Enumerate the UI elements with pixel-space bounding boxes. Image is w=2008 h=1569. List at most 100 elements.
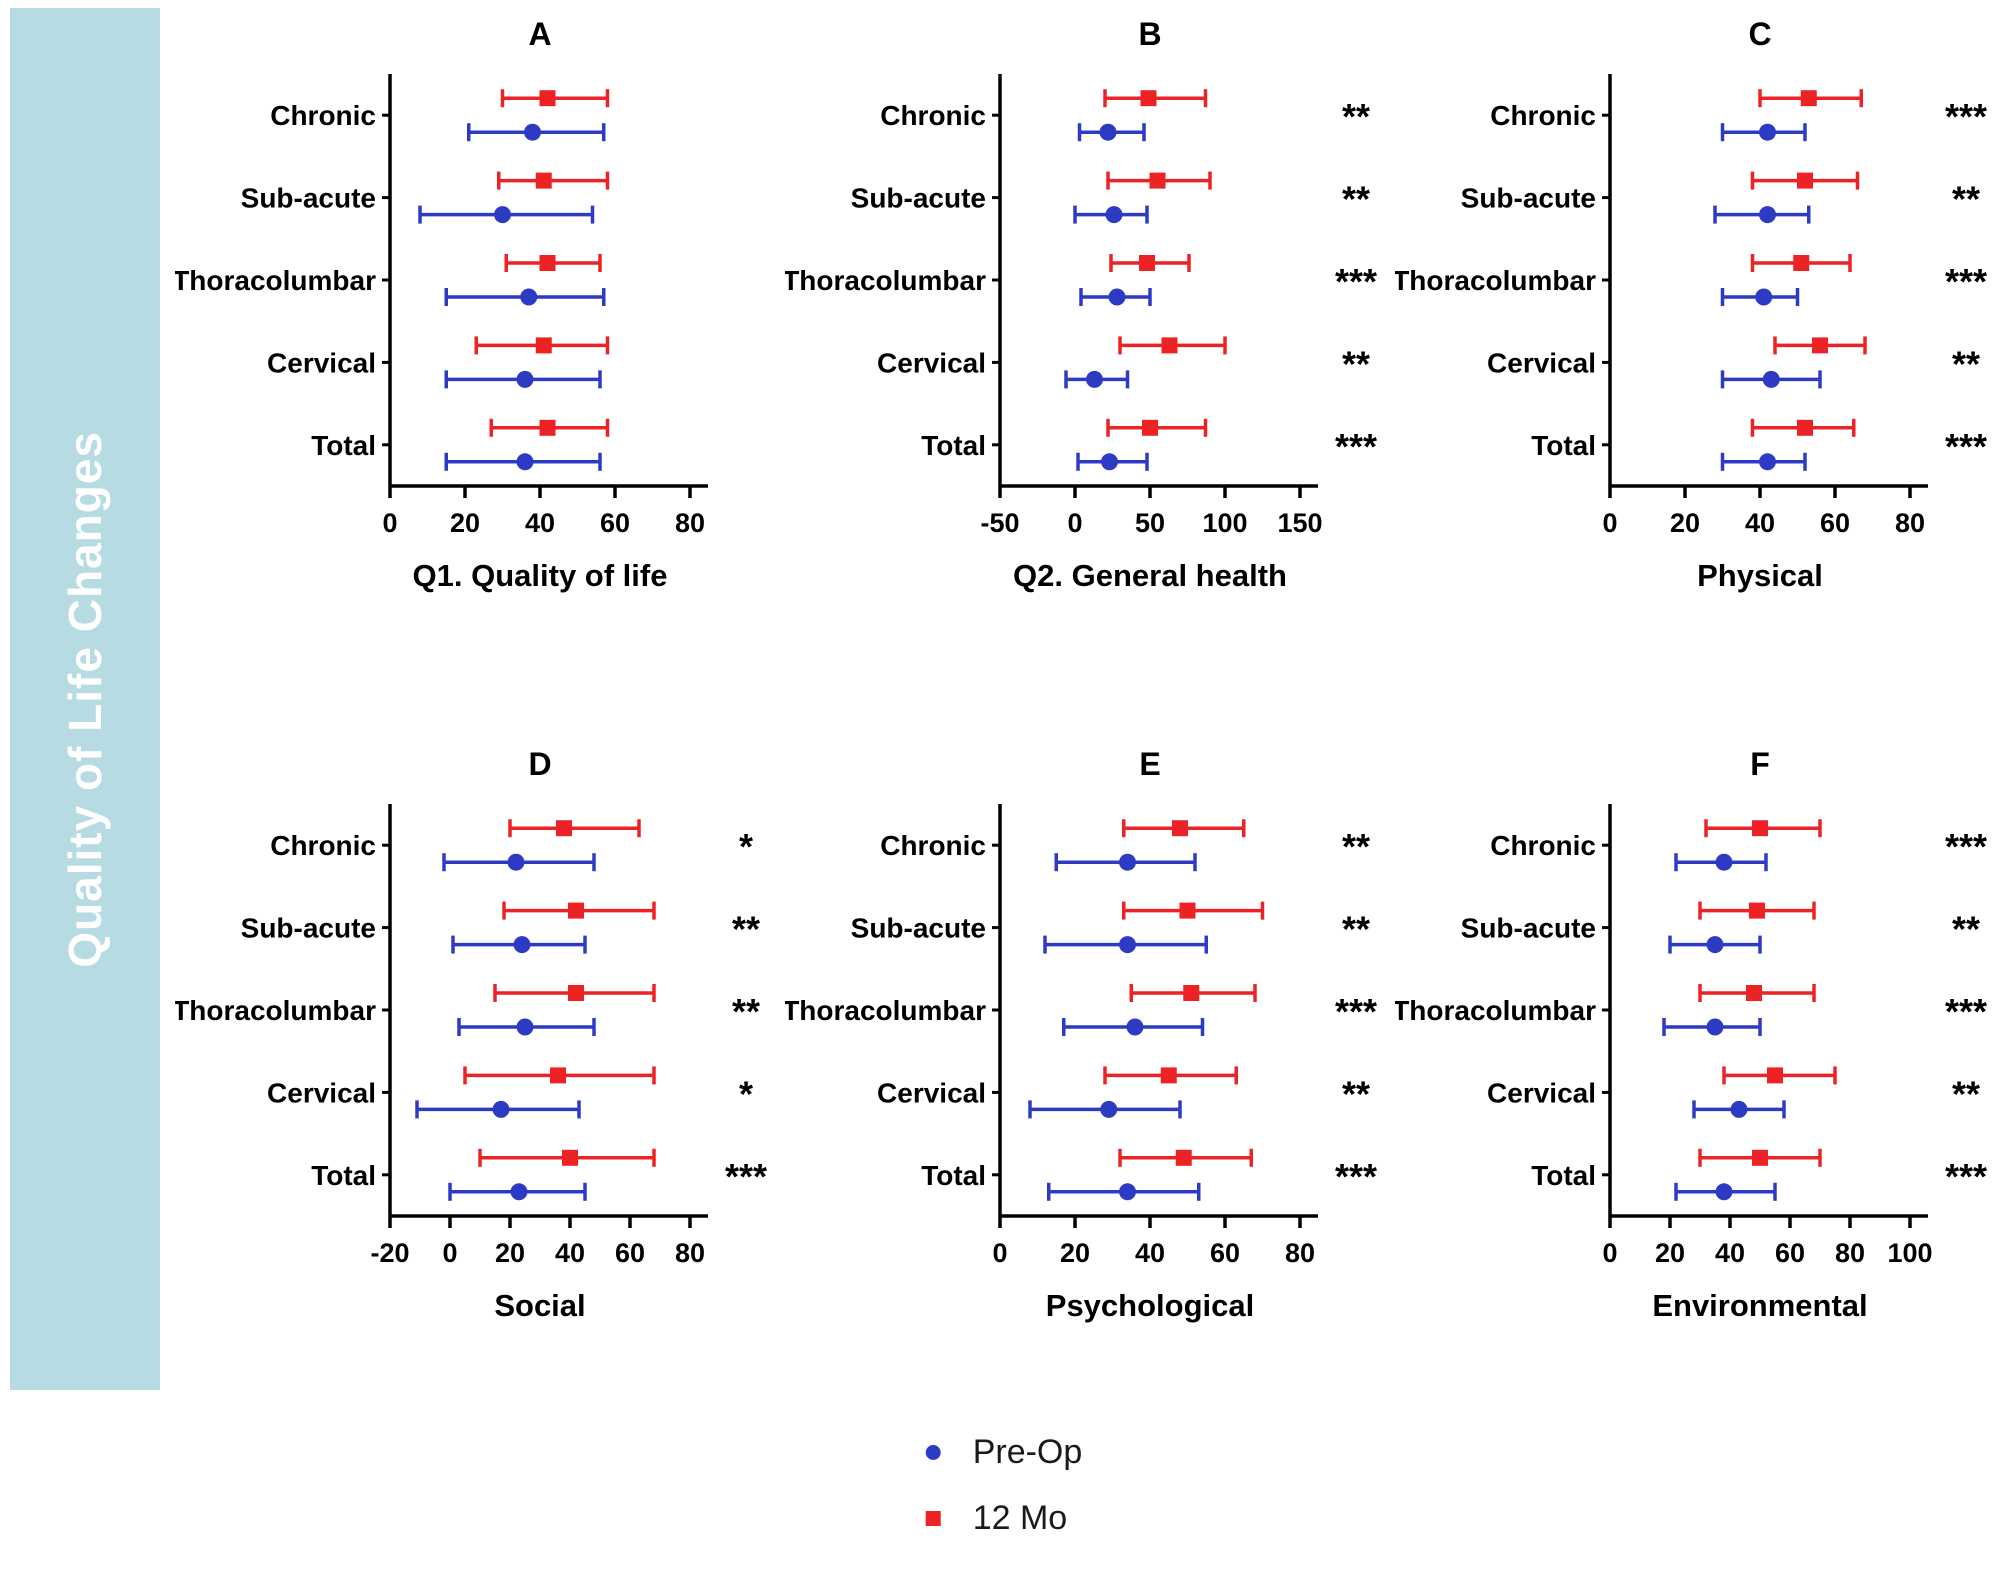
panel-e-letter: E [1139, 746, 1161, 782]
x-tick-label: 60 [1775, 1238, 1805, 1268]
data-point-12mo [539, 255, 556, 271]
data-point-12mo [1142, 419, 1158, 436]
significance-marker: ** [1342, 1073, 1370, 1114]
significance-marker: ** [1952, 179, 1980, 220]
data-point-preop [1706, 1018, 1724, 1036]
twelve-mo-square-icon [925, 1510, 941, 1526]
data-point-12mo [539, 419, 556, 436]
category-label: Chronic [1490, 830, 1596, 861]
data-point-preop [1755, 288, 1773, 306]
panel-a-plot: 0 20 40 60 80 Chronic Sub-acute Thoracolumbar Ce… [175, 74, 708, 538]
data-point-12mo [1793, 255, 1810, 271]
significance-marker: ** [1952, 909, 1980, 950]
panel-f: F 0 20 40 60 80 100 Chronic *** Sub-acute ** Thora… [1395, 742, 2005, 1324]
panel-c-plot: 0 20 40 60 80 Chronic *** Sub-acute ** Thoracolum… [1395, 74, 1987, 538]
preop-circle-icon [925, 1444, 941, 1460]
category-label: Cervical [1487, 347, 1596, 378]
panel-f-xaxis-title: Environmental [1652, 1288, 1868, 1323]
panel-b-plot: -50 0 50 100 150 Chronic ** Sub-acute ** Thoracol… [785, 74, 1377, 538]
panel-a: A 0 20 40 60 80 Chronic Sub-acute Thoracolumbar… [175, 12, 785, 594]
significance-marker: *** [1945, 261, 1987, 302]
category-label: Thoracolumbar [785, 265, 986, 296]
category-label: Chronic [1490, 100, 1596, 131]
data-point-preop [1099, 123, 1117, 141]
x-tick-label: 50 [1135, 508, 1165, 538]
significance-marker: *** [1335, 426, 1377, 467]
x-tick-label: 100 [1887, 1238, 1932, 1268]
significance-marker: ** [1342, 909, 1370, 950]
data-point-12mo [556, 820, 572, 837]
x-tick-label: 80 [1285, 1238, 1315, 1268]
data-point-preop [1126, 1018, 1144, 1036]
x-tick-label: 0 [1602, 508, 1617, 538]
significance-marker: * [739, 826, 753, 867]
category-label: Total [921, 1160, 986, 1191]
data-point-12mo [539, 90, 556, 107]
data-point-12mo [1149, 172, 1166, 189]
data-point-preop [494, 206, 511, 224]
legend-item-preop: Pre-Op [925, 1428, 1083, 1476]
data-point-preop [513, 936, 531, 954]
data-point-12mo [568, 985, 584, 1001]
data-point-preop [524, 123, 541, 141]
x-tick-label: 0 [382, 508, 397, 538]
x-tick-label: 100 [1202, 508, 1247, 538]
side-band: Quality of Life Changes [10, 8, 160, 1390]
data-point-12mo [1160, 1067, 1177, 1084]
data-point-12mo [1800, 90, 1817, 107]
data-point-preop [507, 853, 525, 871]
data-point-12mo [1172, 820, 1188, 837]
x-tick-label: 40 [1745, 508, 1775, 538]
panel-a-xaxis-title: Q1. Quality of life [412, 558, 668, 593]
panel-c: C 0 20 40 60 80 Chronic *** Sub-acute ** Thoracol… [1395, 12, 2005, 594]
data-point-12mo [1161, 337, 1178, 354]
data-point-12mo [535, 172, 552, 189]
data-point-preop [1119, 936, 1136, 954]
x-tick-label: 0 [1067, 508, 1082, 538]
significance-marker: ** [1342, 179, 1370, 220]
significance-marker: ** [732, 991, 760, 1032]
significance-marker: *** [1945, 1156, 1987, 1197]
panel-a-letter: A [528, 16, 552, 52]
data-point-preop [1759, 206, 1776, 224]
data-point-12mo [1179, 902, 1196, 919]
significance-marker: ** [1952, 343, 1980, 384]
data-point-12mo [1767, 1067, 1783, 1084]
panel-e-xaxis-title: Psychological [1045, 1288, 1255, 1323]
significance-marker: *** [725, 1156, 767, 1197]
category-label: Thoracolumbar [1395, 995, 1596, 1026]
significance-marker: *** [1945, 826, 1987, 867]
data-point-12mo [1140, 90, 1157, 107]
x-tick-label: 80 [1835, 1238, 1865, 1268]
panel-e: E 0 20 40 60 80 Chronic ** Sub-acute ** Thoracolu… [785, 742, 1395, 1324]
data-point-12mo [568, 902, 584, 919]
panel-b-letter: B [1138, 16, 1162, 52]
data-point-12mo [1797, 172, 1813, 189]
x-tick-label: 80 [675, 508, 705, 538]
data-point-12mo [535, 337, 552, 354]
data-point-12mo [550, 1067, 566, 1084]
x-tick-label: 80 [675, 1238, 705, 1268]
panels-grid: A 0 20 40 60 80 Chronic Sub-acute Thoracolumbar… [175, 12, 2005, 1324]
significance-marker: *** [1335, 261, 1377, 302]
data-point-12mo [1746, 985, 1762, 1001]
category-label: Thoracolumbar [1395, 265, 1596, 296]
data-point-12mo [1812, 337, 1828, 354]
category-label: Sub-acute [1461, 913, 1596, 944]
legend-label-preop: Pre-Op [972, 1432, 1083, 1471]
panel-b-xaxis-title: Q2. General health [1013, 558, 1287, 593]
data-point-preop [492, 1100, 510, 1118]
legend-label-12mo: 12 Mo [972, 1498, 1068, 1537]
category-label: Cervical [877, 347, 986, 378]
data-point-preop [1105, 206, 1123, 224]
category-label: Thoracolumbar [785, 995, 986, 1026]
x-tick-label: 20 [1655, 1238, 1685, 1268]
category-label: Cervical [267, 347, 376, 378]
legend-item-12mo: 12 Mo [925, 1494, 1068, 1542]
data-point-preop [1086, 370, 1103, 388]
data-point-preop [1759, 453, 1776, 471]
x-tick-label: 150 [1277, 508, 1322, 538]
x-tick-label: 40 [1715, 1238, 1745, 1268]
panel-c-xaxis-title: Physical [1697, 558, 1823, 593]
x-tick-label: 80 [1895, 508, 1925, 538]
